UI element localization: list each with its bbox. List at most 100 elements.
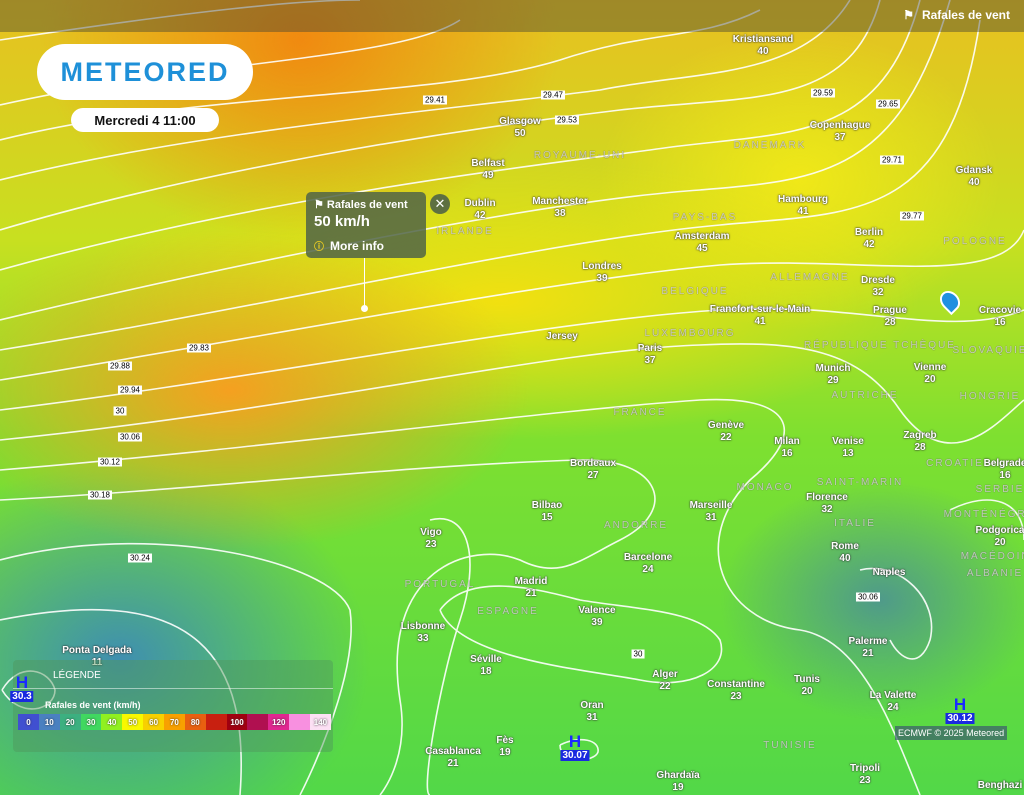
- city-gust-value: 13: [842, 448, 854, 459]
- country-label: AUTRICHE: [831, 390, 899, 401]
- high-pressure-marker: H 30.3: [10, 674, 34, 702]
- isobar-label: 30.24: [127, 553, 153, 563]
- city-marker[interactable]: Rome 40: [831, 541, 859, 565]
- city-name: Gdansk: [955, 165, 993, 176]
- city-marker[interactable]: Manchester 38: [532, 196, 588, 220]
- city-marker[interactable]: Gdansk 40: [956, 165, 993, 189]
- city-name: Kristiansand: [732, 34, 794, 45]
- city-marker[interactable]: Palerme 21: [849, 636, 888, 660]
- city-marker[interactable]: Barcelone 24: [624, 552, 672, 576]
- city-marker[interactable]: Tripoli 23: [850, 763, 880, 787]
- legend-stop: 120: [268, 714, 290, 730]
- city-gust-value: 33: [417, 633, 429, 644]
- city-marker[interactable]: Paris 37: [638, 343, 662, 367]
- city-gust-value: 19: [672, 782, 684, 793]
- city-marker[interactable]: Valence 39: [578, 605, 615, 629]
- city-marker[interactable]: Lisbonne 33: [401, 621, 445, 645]
- city-marker[interactable]: Podgorica 20: [976, 525, 1024, 549]
- city-marker[interactable]: Cracovie 16: [979, 305, 1021, 329]
- more-info-link[interactable]: ⓘ More info: [314, 238, 418, 254]
- legend-stop: 80: [184, 714, 206, 730]
- city-name: Londres: [582, 261, 622, 272]
- city-marker[interactable]: Constantine 23: [707, 679, 765, 703]
- city-name: La Valette: [869, 690, 917, 701]
- credit: ECMWF © 2025 Meteored: [895, 726, 1008, 740]
- city-marker[interactable]: La Valette 24: [870, 690, 917, 714]
- city-marker[interactable]: Zagreb 28: [903, 430, 936, 454]
- country-label: ESPAGNE: [477, 606, 539, 617]
- city-name: Belfast: [471, 158, 505, 169]
- high-pressure-letter: H: [953, 695, 967, 714]
- city-marker[interactable]: Prague 28: [873, 305, 907, 329]
- city-marker[interactable]: Kristiansand 40: [733, 34, 794, 58]
- city-gust-value: 40: [757, 46, 769, 57]
- city-marker[interactable]: Vigo 23: [420, 527, 441, 551]
- layer-selector[interactable]: ⚑ Rafales de vent: [903, 8, 1010, 22]
- city-name: Dresde: [861, 275, 895, 286]
- city-marker[interactable]: Alger 22: [652, 669, 678, 693]
- city-marker[interactable]: Vienne 20: [914, 362, 947, 386]
- city-gust-value: 24: [887, 702, 899, 713]
- city-marker[interactable]: Belfast 49: [471, 158, 504, 182]
- city-gust-value: 28: [914, 442, 926, 453]
- city-marker[interactable]: Tunis 20: [794, 674, 820, 698]
- city-marker[interactable]: Londres 39: [582, 261, 621, 285]
- city-marker[interactable]: Florence 32: [806, 492, 848, 516]
- city-name: Munich: [815, 363, 851, 374]
- city-marker[interactable]: Benghazi: [978, 780, 1022, 792]
- city-marker[interactable]: Belgrade 16: [984, 458, 1024, 482]
- city-name: Constantine: [707, 679, 765, 690]
- city-marker[interactable]: Oran 31: [580, 700, 603, 724]
- city-marker[interactable]: Madrid 21: [515, 576, 548, 600]
- brand-name: METEORED: [60, 56, 230, 87]
- country-label: MONTÉNÉGRO: [943, 509, 1024, 520]
- city-marker[interactable]: Genève 22: [708, 420, 744, 444]
- city-marker[interactable]: Fès 19: [496, 735, 513, 759]
- city-marker[interactable]: Glasgow 50: [499, 116, 541, 140]
- city-name: Casablanca: [425, 746, 481, 757]
- city-gust-value: 42: [474, 210, 486, 221]
- city-gust-value: 50: [514, 128, 526, 139]
- city-marker[interactable]: Munich 29: [816, 363, 851, 387]
- city-marker[interactable]: Bilbao 15: [532, 500, 563, 524]
- city-marker[interactable]: Amsterdam 45: [674, 231, 729, 255]
- city-marker[interactable]: Hambourg 41: [778, 194, 828, 218]
- city-gust-value: 16: [994, 317, 1006, 328]
- city-name: Séville: [470, 654, 502, 665]
- popup-pointer: [364, 258, 365, 308]
- city-gust-value: 19: [499, 747, 511, 758]
- city-gust-value: 28: [884, 317, 896, 328]
- isobar-label: 29.77: [899, 211, 925, 221]
- selected-point-marker[interactable]: [361, 305, 368, 312]
- legend-divider: [13, 688, 333, 689]
- city-marker[interactable]: Dublin 42: [464, 198, 495, 222]
- city-marker[interactable]: Milan 16: [774, 436, 800, 460]
- forecast-time[interactable]: Mercredi 4 11:00: [71, 108, 219, 132]
- country-label: FRANCE: [613, 407, 667, 418]
- city-name: Benghazi: [977, 780, 1023, 791]
- city-marker[interactable]: Ponta Delgada 11: [62, 645, 131, 669]
- city-gust-value: 20: [924, 374, 936, 385]
- city-marker[interactable]: Bordeaux 27: [570, 458, 616, 482]
- city-marker[interactable]: Séville 18: [470, 654, 502, 678]
- city-marker[interactable]: Marseille 31: [690, 500, 733, 524]
- city-name: Belgrade: [983, 458, 1024, 469]
- city-marker[interactable]: Francfort-sur-le-Main 41: [710, 304, 811, 328]
- city-marker[interactable]: Naples: [873, 567, 906, 579]
- close-popup-button[interactable]: ✕: [430, 194, 450, 214]
- city-marker[interactable]: Casablanca 21: [425, 746, 481, 770]
- meteored-logo[interactable]: METEORED: [37, 44, 253, 100]
- city-name: Valence: [578, 605, 616, 616]
- city-gust-value: 23: [730, 691, 742, 702]
- city-marker[interactable]: Venise 13: [832, 436, 864, 460]
- city-marker[interactable]: Ghardaïa 19: [656, 770, 699, 794]
- high-pressure-value: 30.07: [560, 750, 590, 761]
- city-gust-value: 31: [586, 712, 598, 723]
- city-marker[interactable]: Berlin 42: [855, 227, 883, 251]
- city-name: Naples: [872, 567, 906, 578]
- city-gust-value: 40: [968, 177, 980, 188]
- city-marker[interactable]: Copenhague 37: [810, 120, 871, 144]
- city-marker[interactable]: Dresde 32: [861, 275, 895, 299]
- isobar-label: 30.12: [97, 457, 123, 467]
- city-marker[interactable]: Jersey: [546, 331, 578, 343]
